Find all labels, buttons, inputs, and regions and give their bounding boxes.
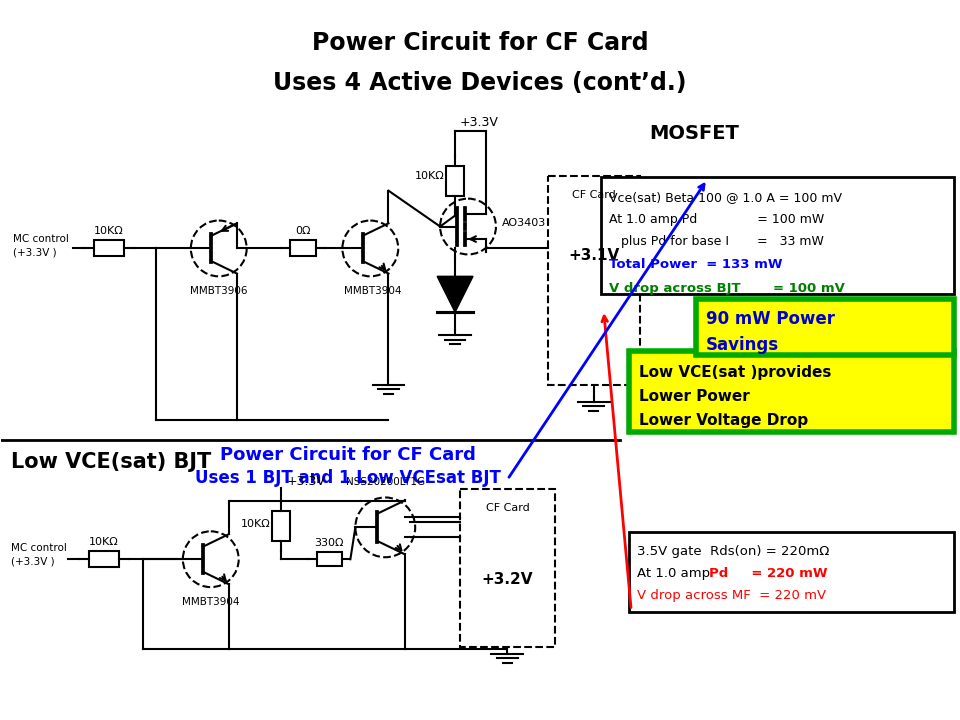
Text: 0Ω: 0Ω — [295, 227, 310, 236]
Text: Power Circuit for CF Card: Power Circuit for CF Card — [221, 446, 476, 464]
Text: Low VCE(sat) BJT: Low VCE(sat) BJT — [12, 451, 211, 472]
Text: MC control: MC control — [13, 235, 69, 245]
Text: At 1.0 amp Pd               = 100 mW: At 1.0 amp Pd = 100 mW — [609, 212, 824, 225]
Text: (+3.3V ): (+3.3V ) — [12, 557, 55, 566]
Text: MMBT3906: MMBT3906 — [190, 287, 248, 296]
Text: NSS20200LT1G: NSS20200LT1G — [346, 477, 425, 487]
Text: Lower Voltage Drop: Lower Voltage Drop — [639, 413, 808, 428]
FancyBboxPatch shape — [629, 351, 954, 432]
FancyBboxPatch shape — [696, 300, 954, 355]
Text: (+3.3V ): (+3.3V ) — [13, 248, 57, 258]
Text: V drop across BJT       = 100 mV: V drop across BJT = 100 mV — [609, 282, 845, 295]
Bar — [446, 166, 464, 196]
Text: Low VCE(sat )provides: Low VCE(sat )provides — [639, 365, 831, 380]
Text: plus Pd for base I       =   33 mW: plus Pd for base I = 33 mW — [609, 235, 824, 248]
Text: 10KΩ: 10KΩ — [241, 519, 271, 529]
FancyBboxPatch shape — [601, 177, 954, 294]
Text: MOSFET: MOSFET — [650, 124, 739, 143]
Text: Pd     = 220 mW: Pd = 220 mW — [709, 567, 828, 580]
FancyBboxPatch shape — [629, 531, 954, 612]
Bar — [89, 552, 119, 567]
Text: 10KΩ: 10KΩ — [416, 171, 445, 181]
Text: 10KΩ: 10KΩ — [89, 537, 119, 547]
Text: +3.3V: +3.3V — [460, 117, 499, 130]
Polygon shape — [437, 276, 473, 312]
Text: MC control: MC control — [12, 544, 67, 553]
Text: MMBT3904: MMBT3904 — [344, 287, 401, 296]
Text: +3.1V: +3.1V — [568, 248, 619, 264]
Text: Total Power  = 133 mW: Total Power = 133 mW — [609, 258, 782, 271]
Bar — [290, 240, 317, 256]
Text: Uses 1 BJT and 1 Low VCEsat BJT: Uses 1 BJT and 1 Low VCEsat BJT — [196, 469, 501, 487]
Text: MMBT3904: MMBT3904 — [182, 597, 240, 607]
Text: At 1.0 amp: At 1.0 amp — [637, 567, 719, 580]
Text: CF Card: CF Card — [486, 503, 529, 513]
Text: +3.2V: +3.2V — [482, 572, 533, 587]
Text: Vce(sat) Beta 100 @ 1.0 A = 100 mV: Vce(sat) Beta 100 @ 1.0 A = 100 mV — [609, 191, 842, 204]
Bar — [272, 511, 290, 541]
Text: Power Circuit for CF Card: Power Circuit for CF Card — [312, 31, 648, 55]
Text: V drop across MF  = 220 mV: V drop across MF = 220 mV — [637, 589, 827, 602]
Text: Savings: Savings — [707, 336, 780, 354]
Text: CF Card: CF Card — [572, 189, 615, 199]
Text: 3.5V gate  Rds(on) = 220mΩ: 3.5V gate Rds(on) = 220mΩ — [637, 545, 829, 558]
Text: Uses 4 Active Devices (cont’d.): Uses 4 Active Devices (cont’d.) — [274, 71, 686, 95]
Bar — [94, 240, 124, 256]
Text: +3.3V: +3.3V — [287, 475, 325, 488]
Text: AO3403: AO3403 — [502, 217, 546, 228]
Text: 90 mW Power: 90 mW Power — [707, 310, 835, 328]
Text: Lower Power: Lower Power — [639, 389, 750, 404]
Bar — [317, 552, 342, 566]
Text: 330Ω: 330Ω — [315, 539, 345, 548]
Text: 10KΩ: 10KΩ — [94, 227, 124, 236]
